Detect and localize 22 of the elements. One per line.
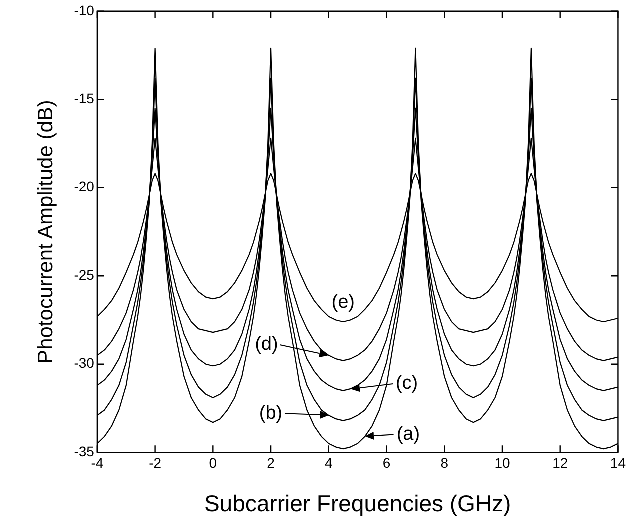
y-tick-label: -35 — [74, 443, 95, 460]
annotation: (d) — [255, 334, 278, 356]
x-tick-label: -2 — [149, 454, 162, 471]
y-tick-label: -15 — [74, 90, 95, 106]
x-tick-label: 14 — [610, 454, 626, 471]
y-tick-label: -20 — [74, 178, 95, 195]
annotation: (c) — [396, 373, 418, 394]
x-axis-title: Subcarrier Frequencies (GHz) — [204, 490, 512, 517]
x-tick-label: 10 — [494, 454, 510, 471]
y-tick-label: -25 — [74, 266, 95, 283]
x-tick-label: 12 — [552, 454, 568, 471]
x-tick-label: 0 — [209, 454, 218, 471]
x-tick-label: 2 — [267, 454, 276, 471]
annotation: (e) — [332, 292, 355, 313]
x-tick-label: 4 — [324, 454, 333, 471]
annotation: (a) — [396, 424, 420, 446]
x-tick-label: 6 — [382, 454, 391, 471]
y-tick-label: -30 — [74, 355, 95, 372]
x-tick-label: 8 — [440, 454, 449, 471]
annotation: (b) — [259, 403, 283, 424]
y-tick-label: -10 — [74, 2, 95, 18]
y-axis-title: Photocurrent Amplitude (dB) — [34, 100, 58, 364]
